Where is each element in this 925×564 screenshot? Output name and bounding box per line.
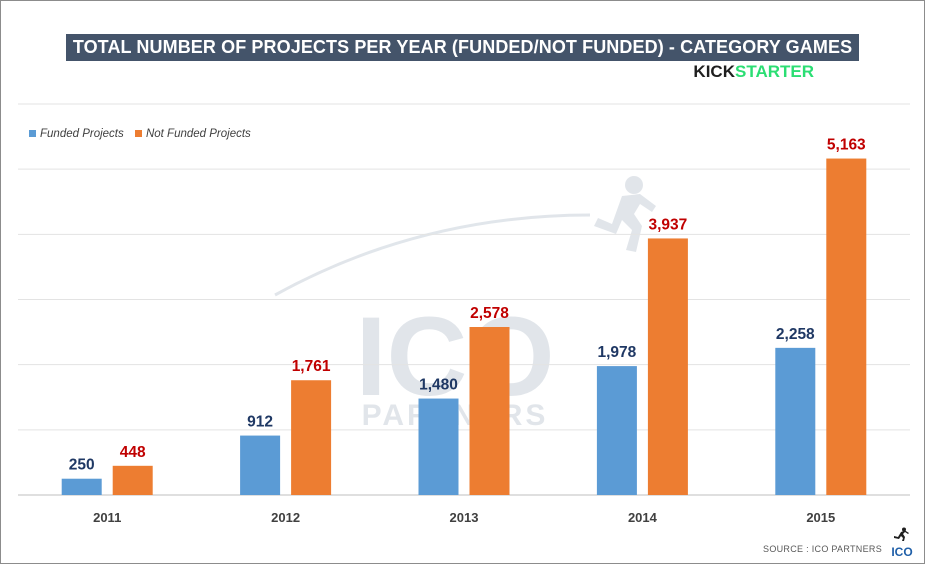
legend-item-funded: Funded Projects [29,128,124,140]
bar-funded-2013 [418,398,459,495]
bar-not-funded-2014 [647,238,688,495]
watermark-swoosh [274,213,591,297]
watermark-ico-text: ICO [355,294,554,419]
value-label-not-funded-2011: 448 [120,444,146,461]
bar-funded-2014 [596,366,637,495]
legend: Funded Projects Not Funded Projects [29,128,259,140]
value-label-not-funded-2014: 3,937 [649,216,688,233]
kickstarter-logo: KICKSTARTER [693,63,814,81]
bar-not-funded-2013 [469,327,510,495]
category-label-2014: 2014 [628,510,658,525]
gridlines [18,103,910,496]
kickstarter-logo-part2: STARTER [734,62,814,81]
value-label-funded-2014: 1,978 [598,344,637,361]
bar-funded-2012 [240,435,281,495]
value-labels: 250 448 912 1,761 1,480 2,578 1,978 3,937 2,258 5… [69,137,866,474]
bar-funded-2015 [775,347,816,495]
category-label-2012: 2012 [271,510,300,525]
bar-not-funded-2015 [826,158,867,495]
value-label-not-funded-2013: 2,578 [470,305,509,322]
value-label-funded-2013: 1,480 [419,377,458,394]
kickstarter-logo-part1: KICK [693,62,735,81]
legend-swatch-not-funded [134,130,142,137]
source-note: SOURCE : ICO PARTNERS [763,544,882,554]
value-label-funded-2015: 2,258 [776,326,815,343]
bar-not-funded-2012 [291,380,332,495]
bar-not-funded-2011 [112,465,153,495]
legend-swatch-funded [29,130,36,137]
value-label-funded-2012: 912 [247,414,273,431]
legend-item-not-funded: Not Funded Projects [134,128,251,140]
value-label-funded-2011: 250 [69,457,95,474]
ico-partners-logo: ICO [888,527,916,558]
category-label-2011: 2011 [93,510,121,525]
category-label-2013: 2013 [450,510,479,525]
title-wrap: TOTAL NUMBER OF PROJECTS PER YEAR (FUNDE… [0,34,925,61]
ico-logo-text: ICO [891,545,913,559]
watermark-runner-icon [594,176,656,252]
legend-label-not-funded: Not Funded Projects [145,128,251,140]
category-labels: 2011 2012 2013 2014 2015 [93,510,835,525]
value-label-not-funded-2012: 1,761 [292,358,331,375]
chart-title: TOTAL NUMBER OF PROJECTS PER YEAR (FUNDE… [65,34,860,61]
bars [61,158,867,495]
legend-label-funded: Funded Projects [40,128,124,140]
value-label-not-funded-2015: 5,163 [827,137,866,154]
runner-icon [894,527,909,541]
category-label-2015: 2015 [806,510,835,525]
bar-funded-2011 [61,478,102,495]
